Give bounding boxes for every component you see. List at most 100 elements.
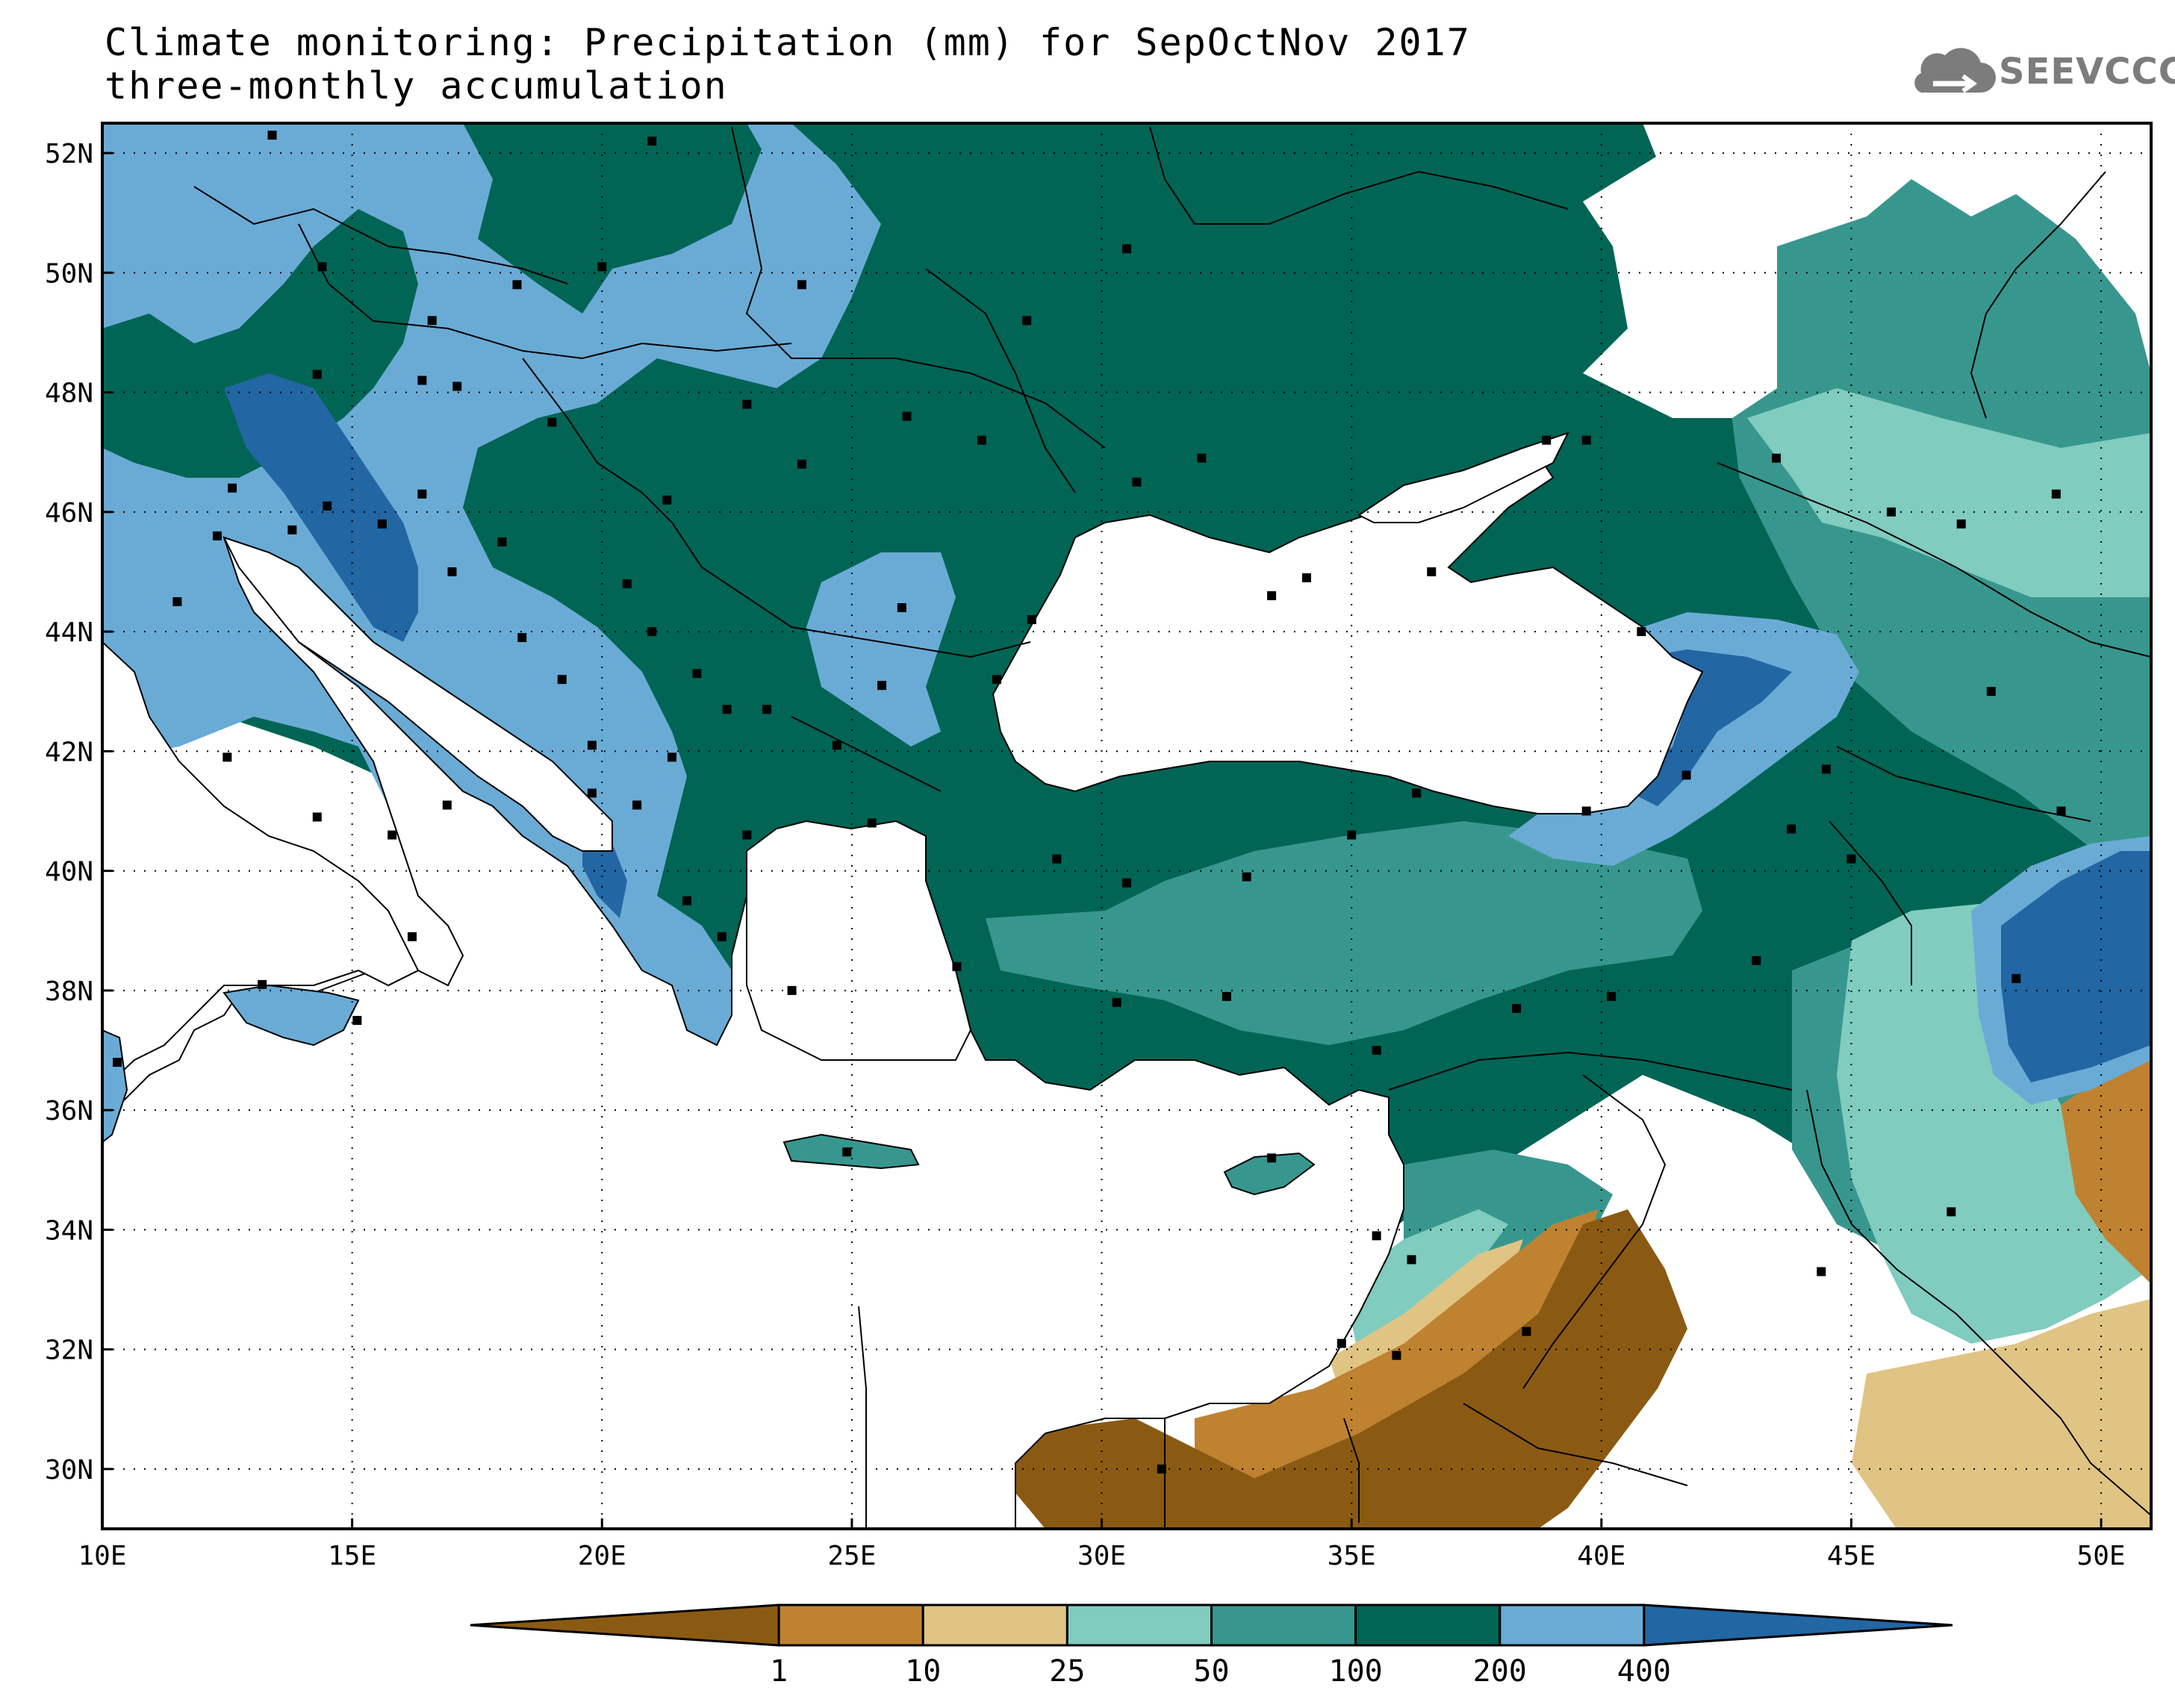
station-marker: [1122, 878, 1131, 888]
lat-tick-label: 32N: [45, 1335, 93, 1366]
station-marker: [172, 597, 182, 607]
colorbar-tick-label: 25: [1049, 1654, 1085, 1689]
station-marker: [722, 705, 732, 714]
lat-tick-label: 48N: [45, 378, 93, 409]
region-25-50-jordan: [1344, 1209, 1508, 1359]
colorbar-segment: [1210, 1603, 1357, 1647]
precip-field: [102, 123, 2151, 1529]
colorbar-tick-label: 200: [1473, 1654, 1527, 1689]
sea-mediterranean: [102, 537, 1404, 1529]
station-marker: [647, 627, 657, 637]
station-marker: [1407, 1255, 1416, 1265]
station-marker: [352, 1015, 362, 1025]
region-1-10-iraq: [2061, 1060, 2151, 1284]
colorbar-tick-label: 400: [1617, 1654, 1671, 1689]
station-marker: [647, 137, 657, 146]
station-marker: [787, 985, 797, 995]
station-marker: [977, 435, 986, 445]
station-marker: [1821, 764, 1831, 774]
colorbar-segment: [470, 1603, 780, 1647]
lat-tick-label: 50N: [45, 258, 93, 289]
lat-tick-label: 46N: [45, 498, 93, 529]
station-marker: [587, 741, 597, 750]
station-marker: [1637, 627, 1646, 637]
station-marker: [692, 669, 702, 679]
station-marker: [2011, 973, 2021, 983]
station-marker: [622, 579, 632, 588]
country-borders: [193, 126, 2152, 1529]
station-marker: [497, 537, 507, 546]
station-marker: [587, 788, 597, 798]
station-marker: [952, 961, 962, 971]
lat-tick-label: 42N: [45, 737, 93, 767]
station-marker: [867, 818, 877, 828]
station-marker: [1581, 806, 1591, 816]
station-markers: [113, 131, 2066, 1474]
colorbar-segment: [777, 1603, 924, 1647]
sea-adriatic: [223, 536, 613, 852]
station-marker: [312, 812, 322, 822]
station-marker: [1947, 1207, 1956, 1217]
station-marker: [742, 830, 752, 840]
station-marker: [1372, 1045, 1381, 1055]
station-marker: [682, 896, 692, 906]
station-marker: [1752, 956, 1761, 965]
station-marker: [797, 280, 806, 290]
station-marker: [1372, 1231, 1381, 1241]
station-marker: [1607, 991, 1617, 1001]
station-marker: [317, 262, 327, 272]
colorbar-tick-label: 10: [905, 1654, 941, 1689]
sea-tyrrhenian: [102, 640, 420, 1091]
region-below-1-arabia: [1015, 1209, 1687, 1529]
sea-aegean: [746, 820, 972, 1061]
lat-tick-label: 44N: [45, 617, 93, 648]
station-marker: [1027, 615, 1036, 625]
station-marker: [1817, 1267, 1826, 1277]
lon-tick-label: 50E: [2077, 1541, 2126, 1571]
station-marker: [1986, 687, 1996, 696]
island-cyprus: [1223, 1152, 1316, 1196]
station-marker: [1197, 453, 1207, 463]
station-marker: [323, 501, 332, 511]
station-marker: [267, 131, 277, 140]
station-marker: [667, 752, 676, 762]
station-marker: [1222, 991, 1231, 1001]
lat-tick-label: 38N: [45, 976, 93, 1007]
station-marker: [762, 705, 772, 714]
station-marker: [312, 370, 322, 379]
region-above-400-dinarides: [224, 373, 418, 642]
station-marker: [1267, 591, 1277, 601]
station-marker: [407, 932, 417, 941]
lon-tick-label: 30E: [1077, 1541, 1126, 1571]
station-marker: [1681, 770, 1691, 780]
lon-tick-label: 15E: [328, 1541, 376, 1571]
station-marker: [1542, 435, 1552, 445]
station-marker: [597, 262, 607, 272]
region-above-400-albania: [582, 836, 627, 918]
station-marker: [1392, 1350, 1401, 1360]
lon-axis: 10E 15E 20E 25E 30E 35E 40E 45E 50E: [78, 1518, 2126, 1571]
lat-tick-label: 30N: [45, 1455, 93, 1486]
colorbar: 1 10 25 50 100 200 400: [470, 1603, 1953, 1689]
lat-tick-label: 36N: [45, 1096, 93, 1126]
graticule: [102, 123, 2151, 1529]
station-marker: [228, 483, 237, 493]
station-marker: [1772, 453, 1782, 463]
cloud-icon: [1914, 48, 1996, 93]
colorbar-segment: [1065, 1603, 1213, 1647]
station-marker: [662, 495, 672, 505]
station-marker: [1412, 788, 1422, 798]
colorbar-segment: [1499, 1603, 1646, 1647]
region-above-10-iraq: [1852, 1299, 2151, 1529]
island-sicily: [223, 984, 360, 1047]
station-marker: [1787, 824, 1796, 834]
station-marker: [258, 979, 267, 989]
station-marker: [1267, 1153, 1277, 1163]
station-marker: [113, 1058, 122, 1068]
station-marker: [902, 411, 912, 421]
station-marker: [1242, 872, 1251, 882]
colorbar-segment: [921, 1603, 1068, 1647]
colorbar-segment: [1643, 1603, 1953, 1647]
station-marker: [842, 1147, 852, 1157]
station-marker: [377, 519, 387, 529]
